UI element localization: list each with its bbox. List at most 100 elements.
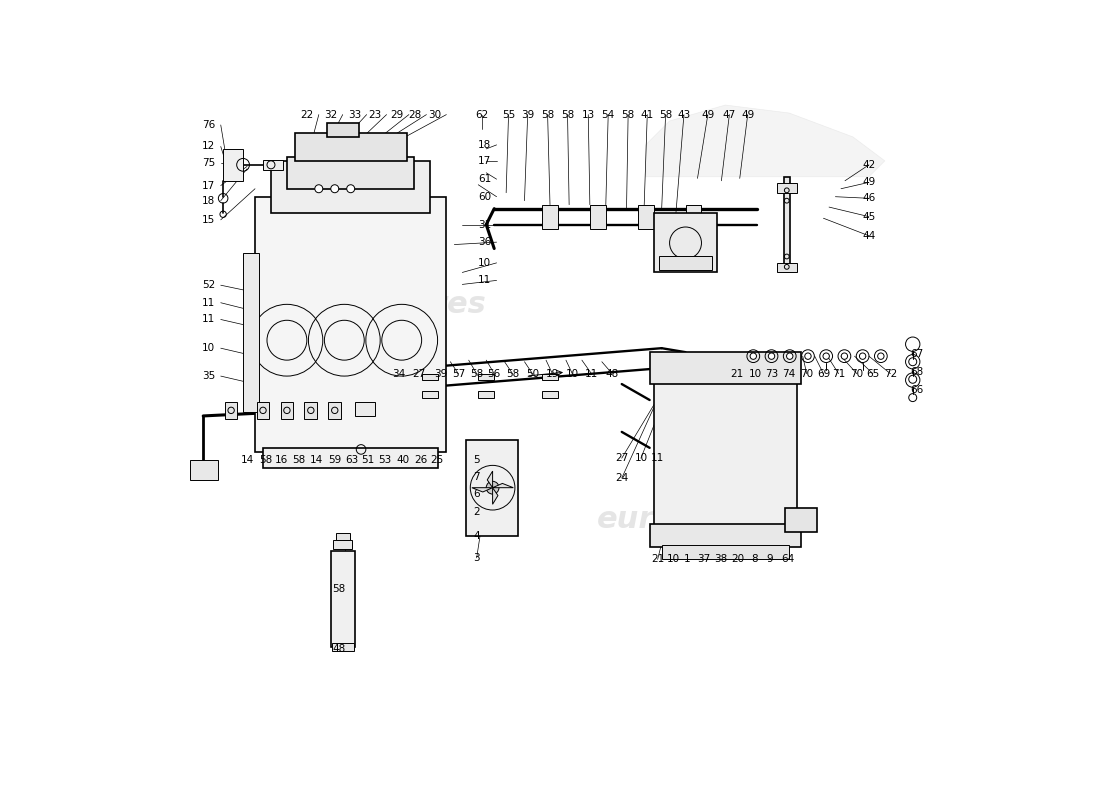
Text: 11: 11 [651, 453, 664, 463]
Text: 16: 16 [275, 454, 288, 465]
Bar [295, 133, 407, 161]
Text: 29: 29 [390, 110, 404, 119]
Text: 71: 71 [832, 369, 845, 378]
Bar [189, 460, 218, 480]
Bar [243, 253, 258, 412]
Circle shape [859, 353, 866, 359]
Bar [466, 440, 518, 535]
Polygon shape [472, 488, 493, 492]
Text: 64: 64 [781, 554, 794, 565]
Text: 70: 70 [850, 369, 864, 378]
Text: 1: 1 [684, 554, 691, 565]
Text: 11: 11 [202, 298, 216, 308]
Text: 36: 36 [478, 237, 492, 247]
Text: 20: 20 [732, 554, 745, 565]
Bar [422, 391, 439, 398]
Text: 73: 73 [764, 369, 779, 378]
Text: 75: 75 [202, 158, 216, 168]
Text: 13: 13 [582, 110, 595, 119]
Text: 31: 31 [478, 220, 492, 230]
Text: 48: 48 [332, 644, 345, 654]
Text: 19: 19 [546, 369, 559, 378]
Text: 14: 14 [241, 454, 254, 465]
Text: 45: 45 [862, 212, 876, 222]
Text: 34: 34 [392, 369, 405, 378]
Text: 37: 37 [697, 554, 711, 565]
Text: 60: 60 [478, 192, 492, 202]
Text: 58: 58 [332, 584, 345, 594]
Text: 63: 63 [345, 454, 359, 465]
Text: 28: 28 [408, 110, 421, 119]
Text: 49: 49 [701, 110, 715, 119]
PathPatch shape [646, 105, 884, 177]
Text: 46: 46 [862, 194, 876, 203]
Circle shape [768, 353, 774, 359]
Text: 58: 58 [561, 110, 574, 119]
Bar [327, 122, 359, 137]
Text: 33: 33 [348, 110, 361, 119]
Text: 47: 47 [723, 110, 736, 119]
Text: 3: 3 [473, 553, 480, 563]
Text: 11: 11 [585, 369, 598, 378]
Polygon shape [493, 488, 498, 504]
Bar [223, 149, 243, 181]
Text: 11: 11 [202, 314, 216, 325]
Text: 26: 26 [415, 454, 428, 465]
Bar [354, 402, 375, 416]
Text: 40: 40 [396, 454, 409, 465]
Polygon shape [493, 483, 514, 488]
Bar [255, 197, 447, 452]
Text: 43: 43 [678, 110, 691, 119]
Text: 32: 32 [324, 110, 338, 119]
Text: 10: 10 [202, 343, 216, 353]
Text: 38: 38 [714, 554, 727, 565]
Text: 61: 61 [478, 174, 492, 184]
Bar [778, 263, 798, 273]
Text: 67: 67 [910, 349, 923, 358]
Text: 10: 10 [748, 369, 761, 378]
Bar [336, 533, 350, 539]
Bar [661, 545, 789, 559]
Text: 66: 66 [910, 386, 923, 395]
Text: 55: 55 [502, 110, 515, 119]
Bar [653, 368, 798, 527]
Circle shape [750, 353, 757, 359]
Text: 15: 15 [202, 215, 216, 225]
Text: 76: 76 [202, 120, 216, 130]
Bar [478, 374, 494, 380]
Bar [331, 643, 354, 651]
Text: 57: 57 [452, 369, 465, 378]
Text: 35: 35 [202, 371, 216, 381]
Text: 49: 49 [862, 178, 876, 187]
Bar [224, 402, 238, 419]
Text: 11: 11 [478, 275, 492, 286]
Bar [542, 205, 558, 229]
Text: 58: 58 [293, 454, 306, 465]
Text: 68: 68 [910, 367, 923, 377]
Text: 23: 23 [368, 110, 382, 119]
Bar [659, 256, 712, 270]
Text: 5: 5 [473, 454, 480, 465]
Bar [422, 374, 439, 380]
Text: 62: 62 [475, 110, 488, 119]
Bar [638, 205, 653, 229]
Text: 10: 10 [565, 369, 579, 378]
Text: 25: 25 [430, 454, 443, 465]
Text: 58: 58 [470, 369, 483, 378]
Text: 7: 7 [473, 472, 480, 482]
Text: 39: 39 [434, 369, 448, 378]
Bar [263, 448, 439, 468]
Text: 10: 10 [667, 554, 680, 565]
Circle shape [805, 353, 811, 359]
Text: 51: 51 [362, 454, 375, 465]
Text: 58: 58 [621, 110, 635, 119]
Text: 39: 39 [521, 110, 535, 119]
Text: 56: 56 [487, 369, 500, 378]
Text: 6: 6 [473, 489, 480, 499]
Text: 27: 27 [411, 369, 425, 378]
Circle shape [331, 185, 339, 193]
Text: 10: 10 [635, 453, 648, 463]
Text: 21: 21 [730, 369, 744, 378]
Circle shape [878, 353, 884, 359]
Text: 14: 14 [310, 454, 323, 465]
